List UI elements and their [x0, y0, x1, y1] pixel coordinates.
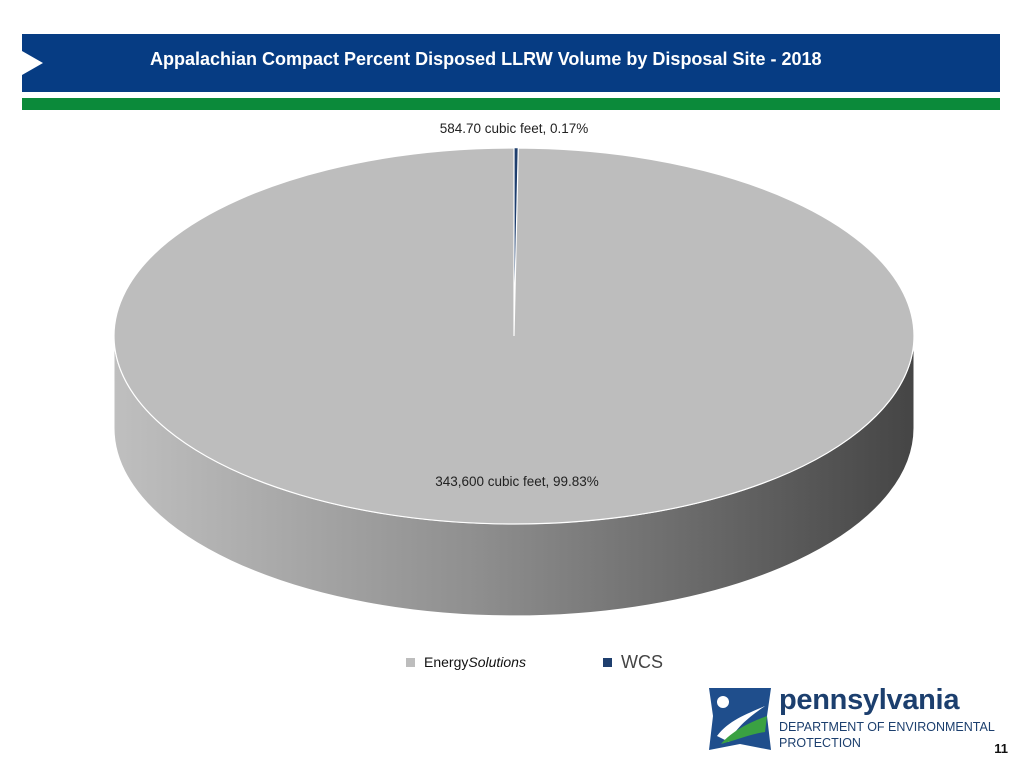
pie-slice-energysolutions	[113, 147, 915, 525]
slide-header: Appalachian Compact Percent Disposed LLR…	[22, 34, 1000, 92]
logo-line-1: DEPARTMENT OF ENVIRONMENTAL	[779, 720, 995, 734]
arrow-icon	[22, 51, 43, 75]
pa-dep-logo: pennsylvania DEPARTMENT OF ENVIRONMENTAL…	[707, 684, 1007, 754]
legend-label-wcs: WCS	[621, 651, 663, 672]
logo-line-2: PROTECTION	[779, 736, 861, 750]
data-label-wcs: 584.70 cubic feet, 0.17%	[440, 121, 589, 136]
pie-top	[113, 147, 915, 525]
pie-labels: 584.70 cubic feet, 0.17% 343,600 cubic fe…	[435, 121, 599, 489]
logo-wordmark: pennsylvania	[779, 684, 960, 716]
keystone-logo-icon	[709, 688, 771, 750]
data-label-energysolutions: 343,600 cubic feet, 99.83%	[435, 474, 599, 489]
page-number: 11	[994, 741, 1008, 756]
legend-label-energysolutions: EnergySolutions	[424, 654, 526, 670]
legend-swatch-wcs	[603, 657, 612, 667]
legend-label-suffix: Solutions	[468, 654, 526, 670]
slide-title: Appalachian Compact Percent Disposed LLR…	[150, 49, 822, 69]
legend-label-prefix: Energy	[424, 654, 469, 670]
legend-swatch-energysolutions	[406, 657, 415, 667]
legend-item-wcs: WCS	[603, 650, 663, 674]
legend-item-energysolutions: EnergySolutions	[406, 650, 526, 674]
accent-bar	[22, 98, 1000, 110]
chart-legend: EnergySolutions WCS	[0, 650, 1024, 674]
